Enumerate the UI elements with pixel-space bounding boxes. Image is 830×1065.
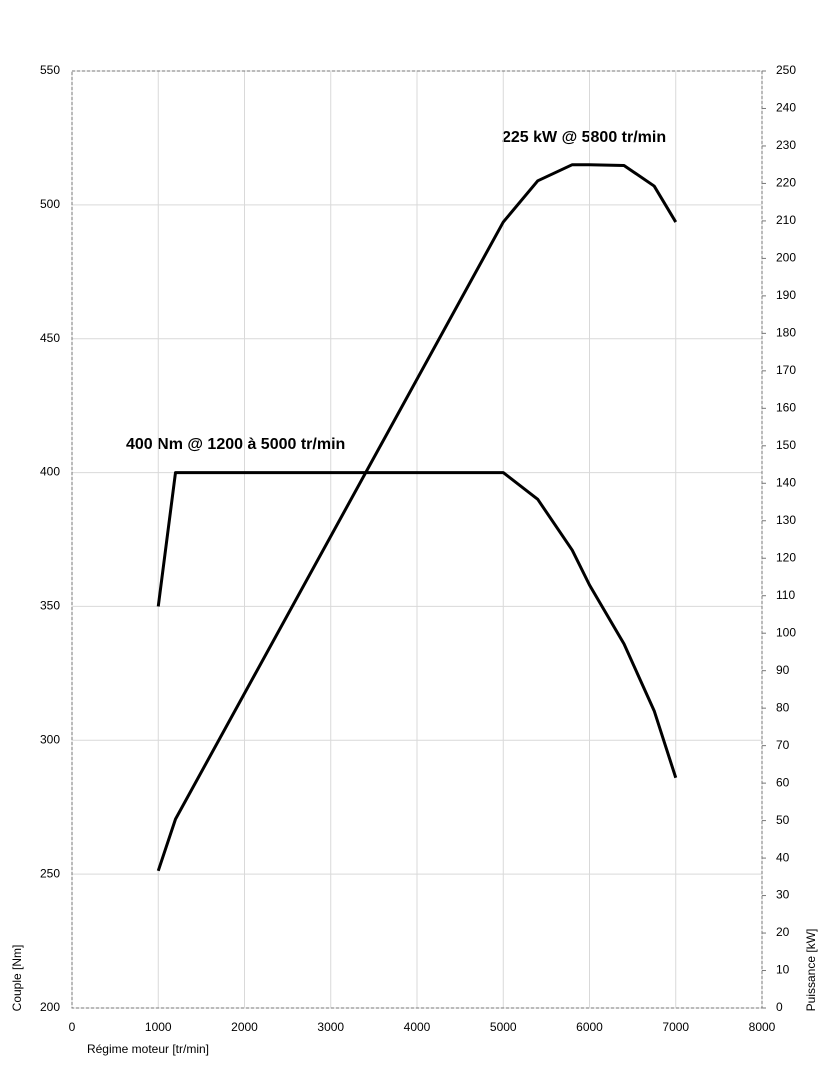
x-tick-label: 0 [69,1020,76,1034]
y2-tick-label: 130 [776,513,796,527]
y2-tick-label: 60 [776,775,790,789]
x-tick-label: 7000 [662,1020,689,1034]
x-tick-label: 5000 [490,1020,517,1034]
y2-tick-label: 50 [776,813,790,827]
y2-tick-label: 240 [776,101,796,115]
y2-tick-label: 40 [776,850,790,864]
y2-tick-label: 110 [776,588,795,602]
y-axis-label: Couple [Nm] [10,945,24,1012]
y2-tick-label: 190 [776,288,796,302]
y2-tick-label: 100 [776,625,796,639]
x-axis-label: Régime moteur [tr/min] [87,1042,209,1056]
y-tick-label: 200 [40,1000,60,1014]
x-tick-label: 4000 [404,1020,431,1034]
y2-tick-label: 160 [776,400,796,414]
y-tick-label: 300 [40,732,60,746]
annotation: 400 Nm @ 1200 à 5000 tr/min [126,436,345,453]
y2-tick-label: 170 [776,363,796,377]
x-tick-label: 3000 [317,1020,344,1034]
y2-tick-label: 140 [776,475,796,489]
y2-tick-label: 10 [776,963,790,977]
y2-tick-label: 70 [776,738,790,752]
y2-tick-label: 0 [776,1000,783,1014]
y-tick-label: 350 [40,599,60,613]
y2-tick-label: 80 [776,700,790,714]
y2-tick-label: 210 [776,213,796,227]
x-tick-label: 8000 [749,1020,776,1034]
y2-tick-label: 180 [776,326,796,340]
x-tick-label: 1000 [145,1020,172,1034]
series-line [156,163,678,872]
y-tick-label: 400 [40,465,60,479]
y2-tick-label: 20 [776,925,790,939]
y-tick-label: 250 [40,866,60,880]
y-tick-label: 550 [40,63,60,77]
series-line [156,471,678,779]
y2-tick-label: 30 [776,888,790,902]
y2-tick-label: 90 [776,663,790,677]
y2-tick-label: 150 [776,438,796,452]
y-tick-label: 500 [40,197,60,211]
y2-tick-label: 230 [776,138,796,152]
y-tick-label: 450 [40,331,60,345]
y2-tick-label: 220 [776,176,796,190]
annotation: 225 kW @ 5800 tr/min [502,129,666,146]
x-tick-label: 6000 [576,1020,603,1034]
y2-tick-label: 120 [776,550,796,564]
plot-frame [71,70,763,1009]
x-tick-label: 2000 [231,1020,258,1034]
y2-tick-label: 250 [776,63,796,77]
y2-axis-label: Puissance [kW] [804,929,818,1012]
y2-tick-label: 200 [776,251,796,265]
